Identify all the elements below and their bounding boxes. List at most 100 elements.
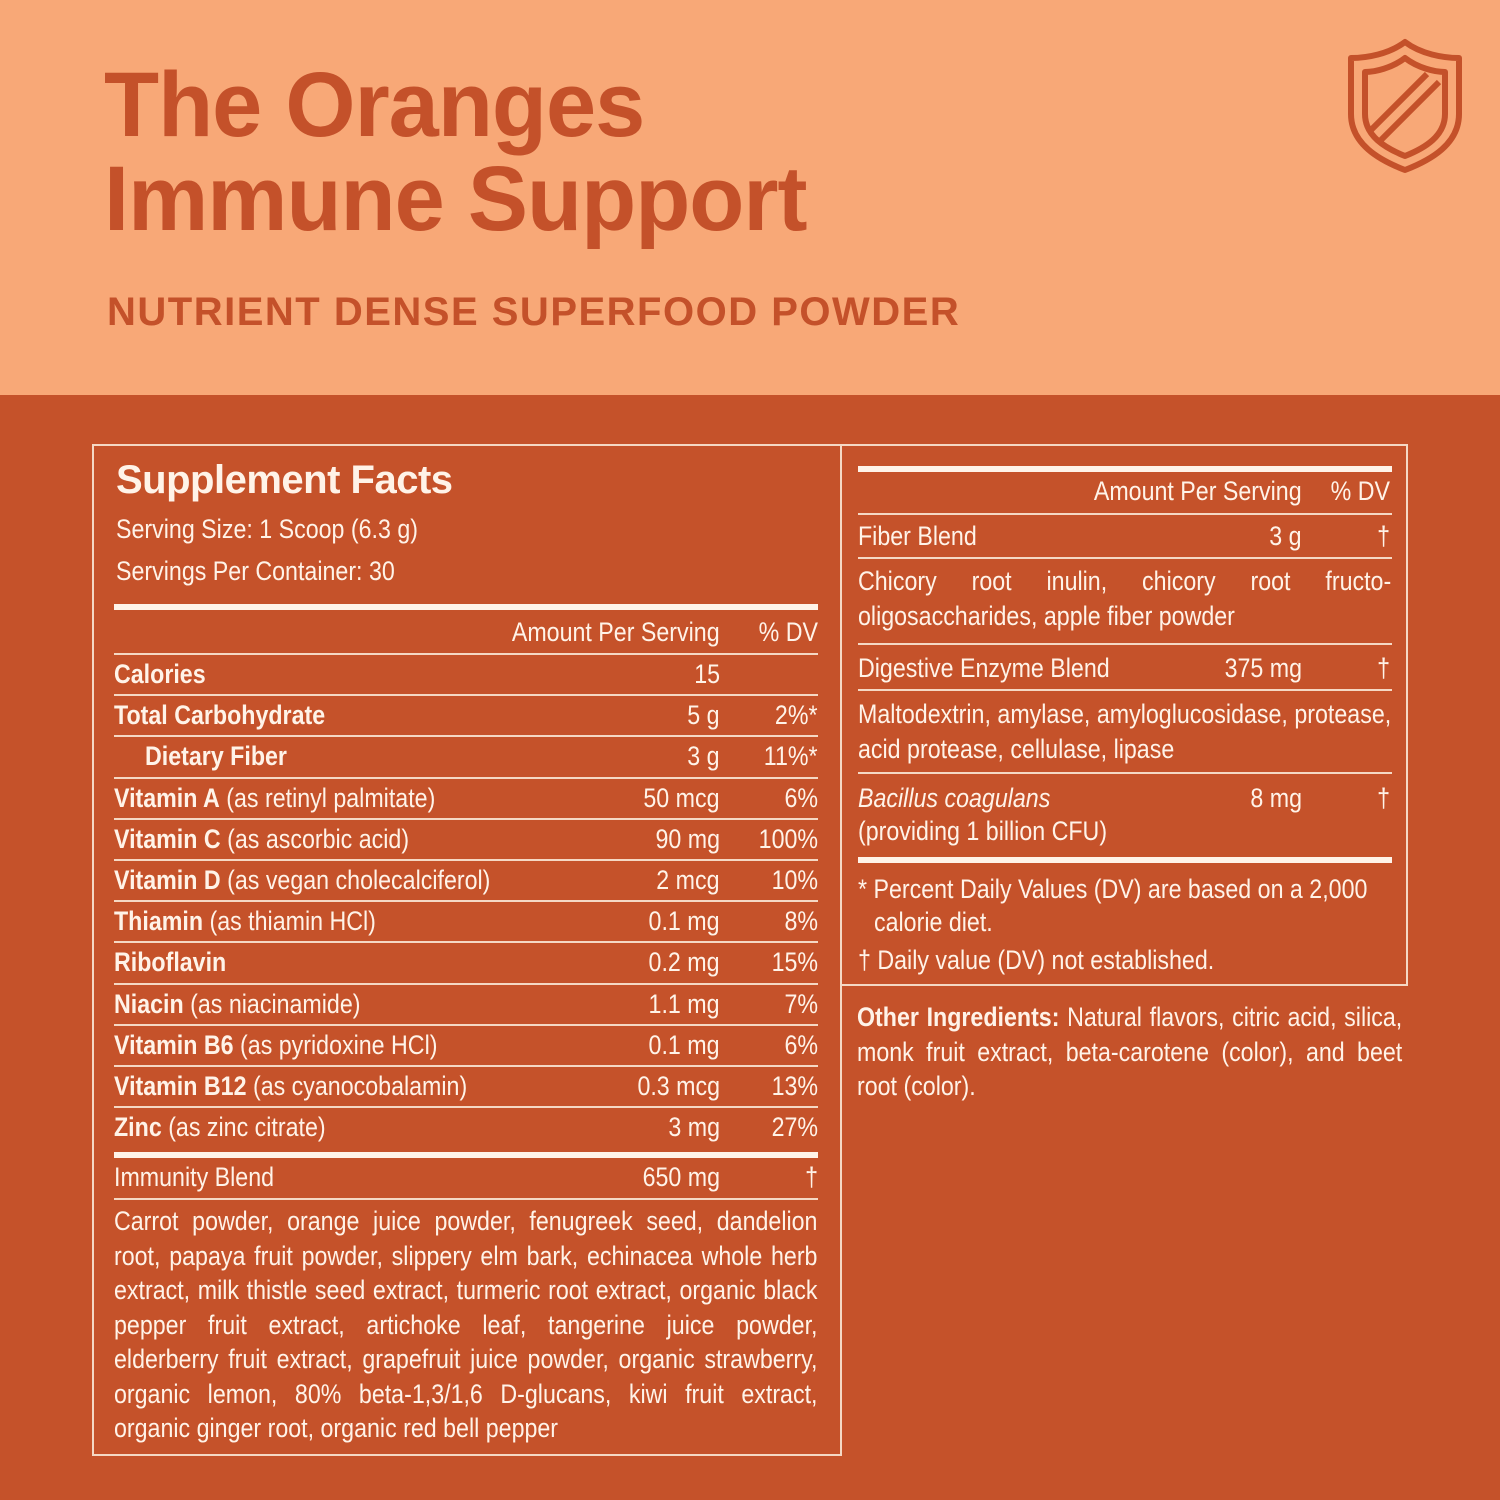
- divider: [858, 557, 1392, 559]
- divider-thick: [114, 604, 818, 610]
- nutrient-dv: 15%: [771, 947, 818, 978]
- nutrient-row: Niacin (as niacinamide) 1.1 mg 7%: [114, 984, 818, 1024]
- nutrient-name: Dietary Fiber: [145, 736, 287, 776]
- col-amount-header: Amount Per Serving: [512, 617, 720, 647]
- nutrient-dv: 2%*: [775, 700, 818, 731]
- divider-thick: [858, 466, 1392, 472]
- nutrient-label: Vitamin D: [114, 865, 221, 895]
- nutrient-amount: 0.2 mg: [649, 947, 720, 978]
- column-header-row: Amount Per Serving % DV: [858, 471, 1390, 511]
- nutrient-label: Vitamin A: [114, 782, 220, 813]
- nutrient-amount: 1.1 mg: [649, 988, 720, 1019]
- nutrient-row: Vitamin C (as ascorbic acid) 90 mg 100%: [114, 819, 818, 859]
- nutrient-label: Thiamin: [114, 906, 204, 937]
- col-dv-header: % DV: [1330, 476, 1390, 506]
- nutrient-dv: 13%: [771, 1071, 818, 1101]
- probiotic-detail: (providing 1 billion CFU): [858, 816, 1108, 846]
- product-subtitle: NUTRIENT DENSE SUPERFOOD POWDER: [107, 290, 961, 334]
- nutrient-label: Niacin: [114, 988, 184, 1019]
- nutrient-row: Vitamin B6 (as pyridoxine HCl) 0.1 mg 6%: [114, 1025, 818, 1065]
- header-banner: The Oranges Immune Support NUTRIENT DENS…: [0, 0, 1500, 395]
- nutrient-label: Vitamin B6: [114, 1029, 234, 1060]
- divider: [114, 1106, 818, 1109]
- footnote-percent-dv: * Percent Daily Values (DV) are based on…: [858, 874, 1368, 904]
- product-title: The Oranges Immune Support: [104, 54, 808, 246]
- nutrient-row: Zinc (as zinc citrate) 3 mg 27%: [114, 1107, 818, 1147]
- nutrient-row: Dietary Fiber 3 g 11%*: [114, 736, 818, 776]
- nutrient-amount: 3 g: [1269, 521, 1302, 551]
- nutrient-name: Immunity Blend: [114, 1162, 275, 1192]
- nutrient-source: (as pyridoxine HCl): [233, 1029, 438, 1060]
- nutrient-amount: 3 mg: [668, 1112, 720, 1143]
- other-ingredients-label: Other Ingredients:: [857, 1002, 1060, 1032]
- title-line-1: The Oranges: [104, 54, 645, 156]
- divider: [114, 694, 818, 697]
- nutrient-dv: 10%: [771, 865, 818, 895]
- nutrient-row: Riboflavin 0.2 mg 15%: [114, 942, 818, 982]
- nutrient-name: Thiamin (as thiamin HCl): [114, 901, 376, 941]
- other-ingredients: Other Ingredients: Natural flavors, citr…: [857, 1000, 1402, 1104]
- shield-icon: [1348, 39, 1462, 173]
- nutrient-name: Vitamin B12 (as cyanocobalamin): [114, 1066, 467, 1106]
- nutrient-amount: 0.3 mcg: [637, 1071, 720, 1101]
- col-amount-header: Amount Per Serving: [1094, 476, 1302, 506]
- divider: [858, 772, 1392, 774]
- nutrient-amount: 0.1 mg: [649, 1029, 720, 1060]
- divider: [114, 900, 818, 903]
- nutrient-dv: 7%: [784, 988, 818, 1019]
- divider: [858, 643, 1392, 645]
- nutrient-label: Riboflavin: [114, 947, 227, 978]
- nutrient-label: Calories: [114, 659, 206, 689]
- nutrient-source: (as zinc citrate): [161, 1112, 326, 1143]
- fiber-blend-row: Fiber Blend 3 g †: [858, 516, 1390, 556]
- col-dv-header: % DV: [758, 617, 818, 647]
- nutrient-name: Fiber Blend: [858, 521, 977, 551]
- nutrient-label: Vitamin C: [114, 823, 221, 854]
- nutrient-label: Dietary Fiber: [145, 741, 287, 772]
- fiber-blend-ingredients: Chicory root inulin, chicory root fructo…: [858, 566, 1392, 631]
- divider: [114, 1023, 818, 1026]
- probiotic-detail-row: (providing 1 billion CFU): [858, 811, 1390, 851]
- enzyme-blend-row: Digestive Enzyme Blend 375 mg †: [858, 648, 1390, 688]
- nutrient-row: Vitamin B12 (as cyanocobalamin) 0.3 mcg 13…: [114, 1066, 818, 1106]
- nutrient-source: (as retinyl palmitate): [219, 782, 436, 813]
- divider-thick: [114, 1152, 818, 1158]
- nutrient-dv: 8%: [784, 906, 818, 937]
- immunity-blend-row: Immunity Blend 650 mg †: [114, 1157, 818, 1197]
- divider: [114, 735, 818, 738]
- nutrient-amount: 0.1 mg: [649, 906, 720, 937]
- footnote-percent-dv-cont: calorie diet.: [874, 907, 993, 937]
- nutrient-dv: 6%: [784, 1029, 818, 1060]
- nutrient-name: Zinc (as zinc citrate): [114, 1107, 326, 1147]
- nutrient-name: Calories: [114, 654, 206, 694]
- probiotic-row: Bacillus coagulans 8 mg †: [858, 778, 1390, 818]
- nutrient-dv: 6%: [784, 782, 818, 813]
- enzyme-blend-ingredients: Maltodextrin, amylase, amyloglucosidase,…: [858, 699, 1392, 764]
- nutrient-source: (as niacinamide): [183, 988, 361, 1019]
- divider: [858, 689, 1392, 691]
- nutrient-amount: 5 g: [687, 700, 720, 731]
- nutrient-amount: 375 mg: [1224, 653, 1302, 683]
- nutrient-dv: 27%: [771, 1112, 818, 1143]
- nutrient-dv: †: [1377, 653, 1390, 683]
- nutrient-dv: †: [1377, 521, 1390, 551]
- nutrient-name: Vitamin B6 (as pyridoxine HCl): [114, 1025, 437, 1065]
- divider: [114, 1198, 818, 1200]
- nutrient-row: Calories 15: [114, 654, 818, 694]
- nutrient-name: Vitamin A (as retinyl palmitate): [114, 778, 435, 818]
- servings-per-container: Servings Per Container: 30: [116, 556, 395, 586]
- nutrient-amount: 15: [694, 659, 720, 689]
- nutrient-amount: 8 mg: [1250, 783, 1302, 813]
- nutrient-name: Vitamin C (as ascorbic acid): [114, 819, 409, 859]
- nutrient-name: Bacillus coagulans: [858, 783, 1051, 813]
- divider: [114, 859, 818, 861]
- divider: [114, 941, 818, 944]
- immunity-blend-ingredients: Carrot powder, orange juice powder, fenu…: [114, 1206, 818, 1443]
- divider: [114, 817, 818, 820]
- nutrient-dv: †: [1377, 783, 1390, 813]
- nutrient-name: Digestive Enzyme Blend: [858, 653, 1110, 683]
- footnote-dv-not-established: † Daily value (DV) not established.: [858, 945, 1215, 975]
- nutrient-source: (as vegan cholecalciferol): [220, 865, 491, 895]
- nutrient-name: Vitamin D (as vegan cholecalciferol): [114, 860, 490, 900]
- nutrient-row: Total Carbohydrate 5 g 2%*: [114, 695, 818, 735]
